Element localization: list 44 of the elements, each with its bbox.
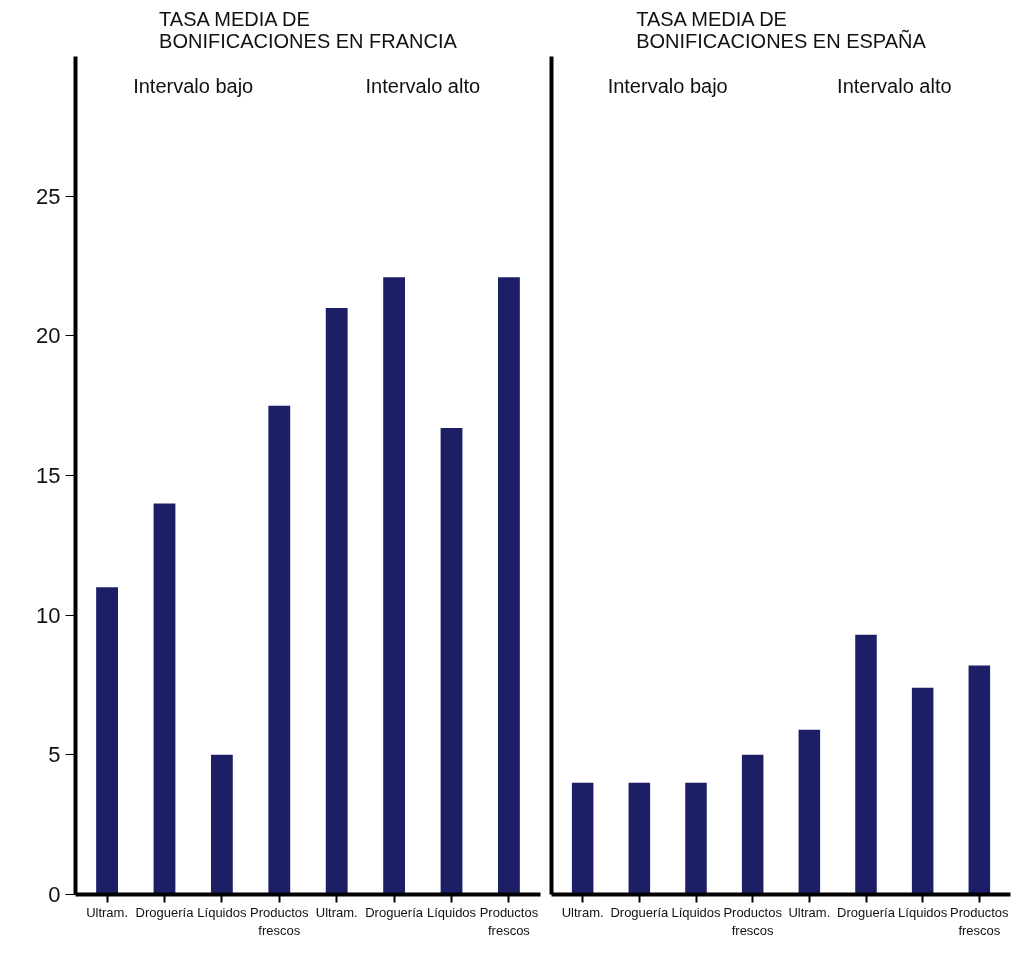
annotation: Intervalo bajo [133,74,254,97]
y-tick-label: 20 [36,323,61,349]
bar [383,277,406,895]
bar [798,729,821,895]
x-tick-label: Líquidos [671,904,722,920]
x-tick-label: Productos frescos [479,904,539,938]
bar [268,405,291,895]
annotation: Intervalo alto [365,74,481,97]
bar [325,307,348,895]
x-tick-label: Productos frescos [723,904,783,938]
x-tick-label: Productos frescos [950,904,1010,938]
x-tick-label: Ultram. [86,904,129,920]
annotation: Intervalo bajo [607,74,728,97]
x-tick-label: Líquidos [898,904,948,920]
bar [571,782,594,895]
bar [210,754,233,895]
x-tick-label: Droguería [365,904,424,920]
y-tick-label: 25 [36,183,61,209]
bar [153,503,176,895]
y-tick-label: 5 [48,742,61,768]
bar [741,754,764,895]
x-tick-label: Ultram. [315,904,358,920]
bar [911,687,934,895]
x-tick-label: Líquidos [426,904,477,920]
y-tick-label: 10 [36,602,61,628]
bar [855,634,877,895]
annotation: Intervalo alto [837,74,952,97]
x-tick-label: Líquidos [197,904,247,920]
x-tick-label: Droguería [610,904,670,920]
bar [968,665,991,895]
chart-title: TASA MEDIA DE BONIFICACIONES EN FRANCIA [159,7,458,52]
bar [440,428,463,895]
y-tick-label: 15 [36,463,61,488]
x-tick-label: Ultram. [561,904,604,920]
chart-title: TASA MEDIA DE BONIFICACIONES EN ESPAÑA [636,7,927,52]
y-tick-label: 0 [48,882,61,907]
x-tick-label: Droguería [837,904,896,920]
bar [685,782,707,895]
x-tick-label: Productos frescos [250,904,310,938]
bar [96,587,118,895]
bar [498,277,520,895]
bar [628,782,651,895]
x-tick-label: Ultram. [788,904,831,920]
x-tick-label: Droguería [135,904,195,920]
